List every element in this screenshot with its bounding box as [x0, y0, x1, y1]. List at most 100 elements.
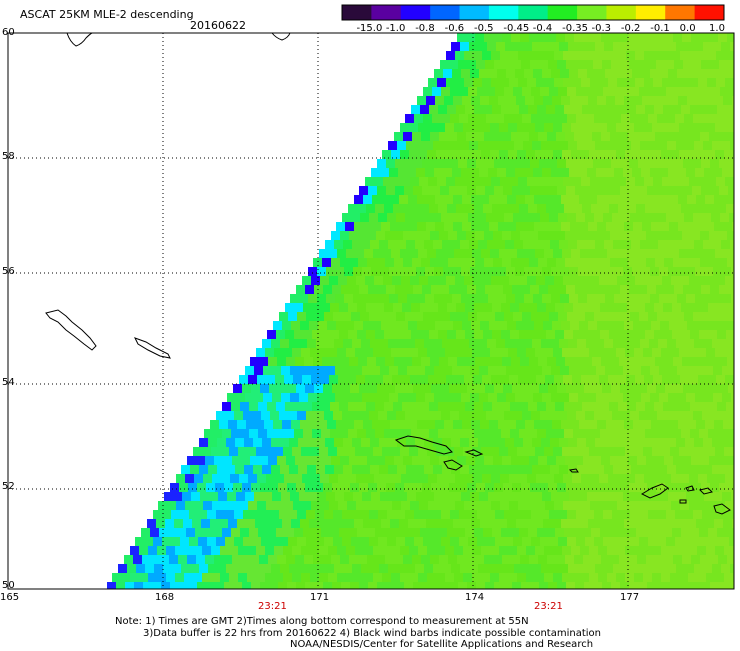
swath-cell	[508, 573, 517, 582]
swath-cell	[627, 528, 636, 537]
swath-cell	[705, 519, 714, 528]
swath-cell	[415, 438, 424, 447]
swath-cell	[518, 78, 527, 87]
swath-cell	[420, 402, 429, 411]
swath-cell	[714, 420, 723, 429]
swath-cell	[421, 231, 430, 240]
swath-cell	[371, 267, 380, 276]
swath-cell	[656, 186, 665, 195]
swath-cell	[497, 492, 506, 501]
swath-cell	[487, 42, 496, 51]
swath-cell	[605, 69, 614, 78]
swath-cell	[540, 537, 549, 546]
swath-cell	[487, 564, 496, 573]
swath-cell	[569, 168, 578, 177]
swath-cell	[552, 96, 561, 105]
swath-cell	[477, 312, 486, 321]
swath-cell	[535, 123, 544, 132]
swath-cell	[666, 87, 675, 96]
colorbar-swatch	[694, 5, 725, 20]
swath-cell	[412, 456, 421, 465]
swath-cell	[542, 393, 551, 402]
swath-cell	[252, 411, 261, 420]
swath-cell	[549, 510, 558, 519]
swath-cell	[570, 222, 579, 231]
swath-cell	[467, 186, 476, 195]
swath-cell	[418, 249, 427, 258]
swath-cell	[527, 501, 536, 510]
swath-cell	[329, 375, 338, 384]
swath-cell	[432, 312, 441, 321]
swath-cell	[610, 33, 619, 42]
swath-cell	[443, 294, 452, 303]
swath-cell	[717, 330, 726, 339]
swath-cell	[374, 177, 383, 186]
swath-cell	[575, 60, 584, 69]
swath-cell	[344, 492, 353, 501]
swath-cell	[623, 168, 632, 177]
swath-cell	[514, 141, 523, 150]
swath-cell	[238, 573, 247, 582]
swath-cell	[392, 177, 401, 186]
swath-cell	[704, 267, 713, 276]
swath-cell	[708, 528, 717, 537]
swath-cell	[555, 105, 564, 114]
swath-cell	[504, 87, 513, 96]
swath-cell	[524, 69, 533, 78]
swath-cell	[264, 519, 273, 528]
swath-cell	[406, 240, 415, 249]
swath-cell	[364, 447, 373, 456]
swath-cell	[723, 222, 732, 231]
swath-cell	[640, 564, 649, 573]
colorbar-swatch	[459, 5, 490, 20]
swath-cell	[198, 510, 207, 519]
swath-cell	[516, 222, 525, 231]
swath-cell	[289, 438, 298, 447]
swath-cell	[224, 582, 233, 589]
swath-cell	[725, 78, 734, 87]
swath-cell	[491, 177, 500, 186]
swath-cell	[373, 348, 382, 357]
swath-cell	[675, 87, 684, 96]
swath-cell	[317, 393, 326, 402]
swath-cell	[409, 546, 418, 555]
swath-cell	[685, 42, 694, 51]
swath-cell	[641, 492, 650, 501]
swath-cell	[310, 447, 319, 456]
swath-cell	[328, 348, 337, 357]
swath-cell	[460, 438, 469, 447]
swath-cell	[689, 177, 698, 186]
swath-cell	[444, 96, 453, 105]
note-line-1: Note: 1) Times are GMT 2)Times along bot…	[115, 616, 529, 627]
swath-cell	[251, 384, 260, 393]
swath-cell	[578, 168, 587, 177]
swath-cell	[413, 483, 422, 492]
swath-cell	[153, 510, 162, 519]
swath-cell	[617, 375, 626, 384]
swath-cell	[710, 483, 719, 492]
swath-cell	[529, 132, 538, 141]
swath-cell	[409, 150, 418, 159]
swath-cell	[375, 303, 384, 312]
swath-cell	[662, 375, 671, 384]
swath-cell	[659, 492, 668, 501]
swath-cell	[520, 33, 529, 42]
swath-cell	[536, 51, 545, 60]
swath-cell	[528, 429, 537, 438]
swath-cell	[724, 123, 733, 132]
swath-cell	[394, 357, 403, 366]
swath-cell	[720, 312, 729, 321]
swath-cell	[486, 213, 495, 222]
swath-cell	[729, 411, 734, 420]
swath-cell	[731, 492, 734, 501]
swath-cell	[472, 123, 481, 132]
swath-cell	[613, 438, 622, 447]
swath-cell	[534, 96, 543, 105]
swath-cell	[456, 105, 465, 114]
swath-cell	[448, 132, 457, 141]
swath-cell	[661, 123, 670, 132]
swath-cell	[281, 492, 290, 501]
swath-cell	[586, 564, 595, 573]
swath-cell	[301, 348, 310, 357]
swath-cell	[319, 447, 328, 456]
